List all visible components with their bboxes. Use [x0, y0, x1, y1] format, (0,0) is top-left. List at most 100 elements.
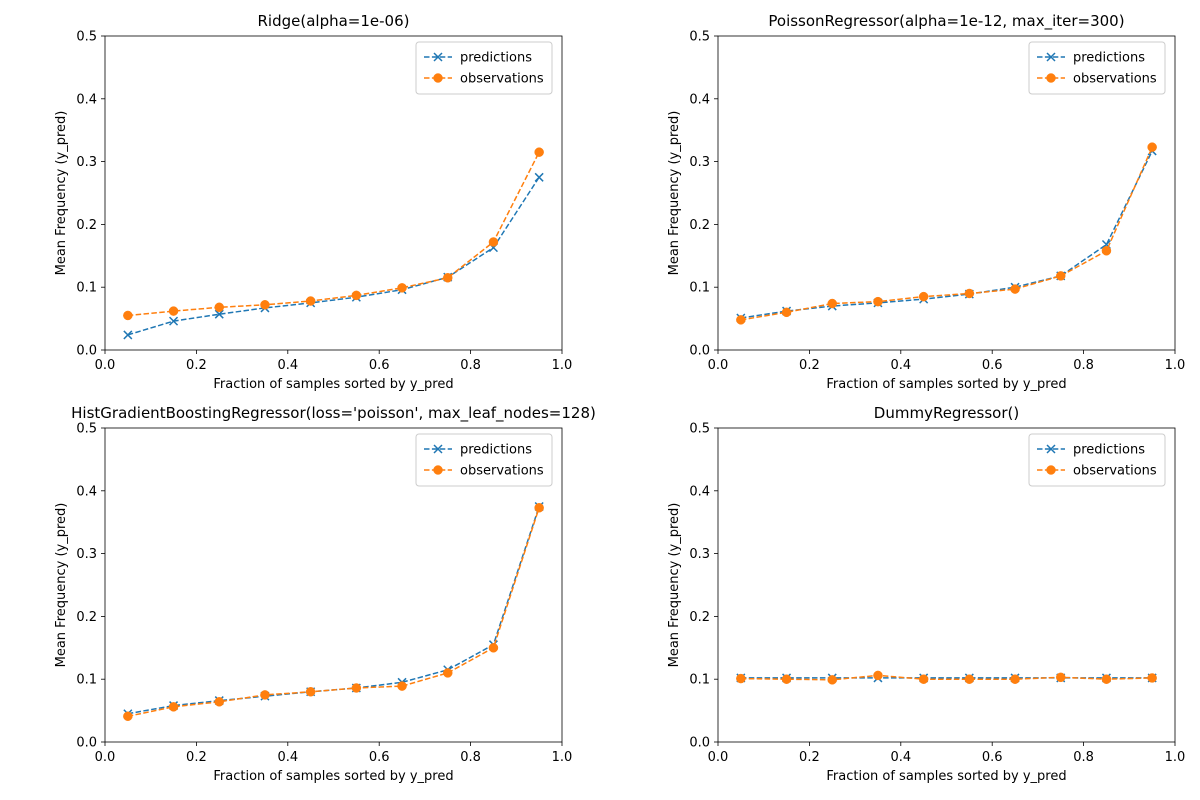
chart-title: DummyRegressor(): [874, 404, 1019, 422]
x-tick-label: 1.0: [1165, 358, 1186, 373]
chart-title: Ridge(alpha=1e-06): [258, 12, 410, 30]
data-point-observations: [534, 503, 544, 513]
axes-frame: [717, 427, 1176, 743]
series-line-predictions: [127, 176, 540, 336]
x-tick-label: 1.0: [552, 750, 573, 765]
data-point-observations: [827, 298, 837, 309]
x-tick-label: 0.8: [460, 750, 481, 765]
x-axis-label: Fraction of samples sorted by y_pred: [213, 377, 453, 392]
data-point-observations: [397, 283, 407, 293]
data-point-predictions: [123, 330, 133, 340]
legend-marker-observations: [433, 465, 443, 475]
chart-panel-1: Ridge(alpha=1e-06) 0.0 0.2 0.4 0.6 0.8 1.0 0.0 0…: [54, 12, 572, 392]
data-point-observations: [488, 643, 499, 653]
y-tick-label: 0.4: [689, 92, 710, 107]
axes-frame: [104, 427, 563, 743]
data-point-observations: [1101, 246, 1112, 256]
data-point-observations: [260, 300, 270, 310]
series-line-observations: [127, 507, 540, 718]
legend-box: [415, 41, 553, 95]
series-line-observations: [740, 674, 1153, 681]
y-tick-label: 0.5: [76, 30, 97, 45]
series-line-observations: [127, 151, 540, 317]
data-point-observations: [736, 315, 746, 325]
x-tick-label: 0.6: [982, 750, 1003, 765]
legend-marker-observations: [433, 73, 443, 83]
legend-box: [415, 433, 553, 487]
data-point-observations: [1010, 284, 1020, 294]
y-tick-label: 0.3: [689, 155, 710, 170]
data-point-observations: [534, 147, 544, 157]
x-tick-label: 0.2: [186, 750, 207, 765]
legend-marker-observations: [1046, 73, 1056, 83]
y-tick-label: 0.3: [689, 547, 710, 562]
legend-marker-predictions: [1046, 52, 1056, 62]
data-point-observations: [1010, 674, 1020, 684]
y-axis-label: Mean Frequency (y_pred): [667, 111, 682, 276]
data-point-observations: [736, 673, 746, 684]
series-line-observations: [740, 146, 1153, 321]
legend-label-predictions: predictions: [460, 443, 532, 458]
x-tick-label: 0.0: [708, 358, 729, 373]
x-tick-label: 0.6: [369, 358, 390, 373]
chart-panel-3: HistGradientBoostingRegressor(loss='pois…: [54, 404, 596, 784]
legend-label-observations: observations: [460, 72, 544, 87]
x-tick-label: 0.0: [95, 750, 116, 765]
x-tick-label: 0.4: [890, 358, 911, 373]
legend-marker-observations: [1046, 465, 1056, 475]
axes-frame: [104, 35, 563, 351]
y-tick-label: 0.1: [76, 281, 97, 296]
x-tick-label: 0.2: [799, 358, 820, 373]
x-tick-label: 1.0: [1165, 750, 1186, 765]
data-point-observations: [1147, 142, 1157, 152]
y-tick-label: 0.0: [76, 736, 97, 751]
data-point-observations: [918, 674, 929, 684]
legend-label-predictions: predictions: [1073, 443, 1145, 458]
data-point-observations: [351, 683, 362, 693]
y-tick-label: 0.5: [76, 422, 97, 437]
y-tick-label: 0.2: [76, 610, 97, 625]
data-point-observations: [397, 681, 407, 691]
x-axis-label: Fraction of samples sorted by y_pred: [826, 769, 1066, 784]
data-point-observations: [1056, 672, 1066, 683]
data-point-predictions: [534, 172, 544, 182]
data-point-observations: [964, 674, 975, 684]
x-tick-label: 0.4: [277, 750, 298, 765]
legend-marker-predictions: [433, 444, 443, 454]
data-point-observations: [168, 306, 179, 316]
y-tick-label: 0.2: [689, 218, 710, 233]
data-point-observations: [781, 307, 792, 318]
legend-label-observations: observations: [1073, 72, 1157, 87]
data-point-observations: [123, 310, 133, 321]
data-point-observations: [214, 302, 224, 313]
x-tick-label: 0.2: [186, 358, 207, 373]
data-point-observations: [1056, 271, 1066, 281]
data-point-observations: [123, 711, 133, 722]
legend: predictions observations: [1028, 433, 1166, 487]
x-tick-label: 0.8: [460, 358, 481, 373]
data-point-observations: [443, 668, 453, 678]
data-point-observations: [918, 291, 929, 302]
x-tick-label: 0.4: [277, 358, 298, 373]
legend-label-predictions: predictions: [1073, 51, 1145, 66]
x-axis-label: Fraction of samples sorted by y_pred: [213, 769, 453, 784]
data-point-observations: [488, 237, 499, 247]
y-tick-label: 0.4: [76, 92, 97, 107]
data-point-observations: [443, 273, 453, 283]
x-tick-label: 0.0: [708, 750, 729, 765]
legend: predictions observations: [415, 433, 553, 487]
data-point-observations: [305, 687, 316, 697]
x-tick-label: 0.8: [1073, 358, 1094, 373]
data-point-observations: [873, 296, 883, 307]
y-tick-label: 0.2: [689, 610, 710, 625]
data-point-observations: [873, 670, 883, 681]
chart-title: PoissonRegressor(alpha=1e-12, max_iter=3…: [768, 12, 1124, 31]
chart-panel-2: PoissonRegressor(alpha=1e-12, max_iter=3…: [667, 12, 1185, 392]
data-point-predictions: [214, 309, 224, 319]
y-tick-label: 0.4: [689, 484, 710, 499]
legend-box: [1028, 41, 1166, 95]
x-tick-label: 1.0: [552, 358, 573, 373]
y-tick-label: 0.4: [76, 484, 97, 499]
